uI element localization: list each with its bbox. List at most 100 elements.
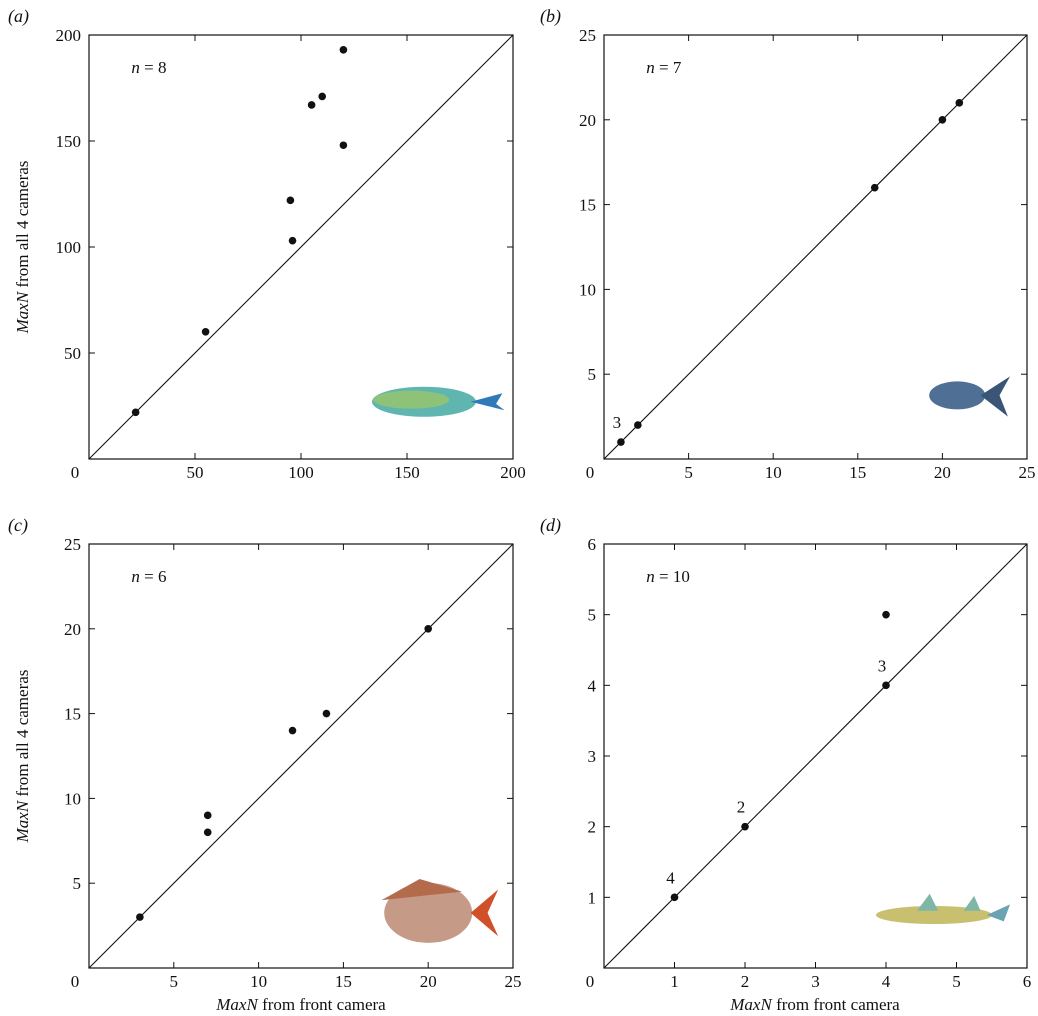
data-point — [339, 141, 348, 150]
y-tick-label: 1 — [588, 888, 597, 907]
fish-tail-0 — [470, 393, 505, 411]
x-tick-label: 2 — [741, 972, 750, 991]
fish-body-2 — [384, 882, 473, 943]
sample-size-label: n = 7 — [646, 58, 682, 77]
axis-titles: MaxN from all 4 cameras MaxN from all 4 c… — [13, 161, 900, 1014]
data-point — [307, 101, 316, 109]
x-tick-label: 1 — [670, 972, 679, 991]
x-tick-label: 10 — [765, 463, 782, 482]
y-tick-label: 5 — [588, 606, 597, 625]
x-axis-title-right: MaxN from front camera — [729, 995, 900, 1014]
y-tick-label: 100 — [56, 238, 82, 257]
y-tick-label: 15 — [64, 705, 81, 724]
fish-body-3 — [875, 906, 992, 924]
x-tick-label: 25 — [505, 972, 522, 991]
fish-fin-3 — [917, 893, 939, 911]
point-count-label: 3 — [878, 656, 887, 675]
fish-pattern-0 — [373, 390, 450, 409]
x-tick-label: 15 — [335, 972, 352, 991]
x-tick-label: 0 — [586, 463, 595, 482]
data-point — [617, 438, 625, 446]
data-point — [424, 625, 433, 633]
y-tick-label: 20 — [64, 620, 81, 639]
fish-illustration — [381, 878, 499, 943]
data-point — [882, 681, 890, 690]
data-point — [201, 328, 210, 336]
fish-illustration — [929, 376, 1011, 417]
y-axis-title-bottom: MaxN from all 4 cameras — [13, 670, 32, 844]
fish-illustration — [371, 386, 505, 417]
x-tick-label: 0 — [586, 972, 595, 991]
sample-size-label: n = 10 — [646, 567, 690, 586]
y-tick-label: 10 — [579, 280, 596, 299]
y-tick-label: 3 — [588, 747, 597, 766]
y-tick-label: 6 — [588, 535, 597, 554]
data-point — [288, 726, 297, 735]
y-tick-label: 50 — [64, 344, 81, 363]
fish-tail-2 — [470, 889, 499, 937]
data-point — [634, 421, 642, 429]
x-tick-label: 5 — [952, 972, 961, 991]
data-point — [741, 822, 749, 831]
data-point — [322, 709, 331, 718]
y-axis-title-top: MaxN from all 4 cameras — [13, 161, 32, 335]
x-tick-label: 0 — [71, 463, 80, 482]
data-point — [203, 828, 212, 837]
x-tick-label: 20 — [934, 463, 951, 482]
y-tick-label: 2 — [588, 818, 597, 837]
x-tick-label: 10 — [250, 972, 267, 991]
fish-fin2-3 — [963, 895, 981, 911]
fish-fin-2 — [381, 878, 463, 901]
data-point — [288, 236, 297, 245]
y-tick-label: 10 — [64, 789, 81, 808]
y-tick-label: 4 — [588, 676, 597, 695]
panel-d: 0 1 2 3 4 5 6 1 2 3 4 5 6 4 2 3 n = 10 (d) — [540, 515, 1031, 991]
panel-b: 0 5 10 15 20 25 5 10 15 20 25 3 n = 7 (b) — [540, 6, 1036, 482]
y-tick-label: 200 — [56, 26, 82, 45]
panel-label: (d) — [540, 515, 561, 536]
point-count-label: 3 — [613, 413, 622, 432]
x-axis-title-left: MaxN from front camera — [215, 995, 386, 1014]
y-tick-label: 5 — [588, 365, 597, 384]
data-point — [131, 408, 140, 417]
identity-line — [603, 34, 1028, 460]
data-point — [938, 116, 947, 124]
x-tick-label: 50 — [187, 463, 204, 482]
plot-frame — [603, 34, 1028, 460]
y-tick-label: 20 — [579, 111, 596, 130]
identity-line — [603, 543, 1028, 969]
panel-label: (b) — [540, 6, 561, 27]
data-point — [882, 610, 890, 619]
x-tick-label: 5 — [684, 463, 693, 482]
plot-frame — [88, 543, 514, 969]
x-tick-label: 3 — [811, 972, 820, 991]
y-tick-label: 25 — [579, 26, 596, 45]
x-tick-label: 15 — [849, 463, 866, 482]
x-tick-label: 4 — [882, 972, 891, 991]
data-point — [670, 893, 679, 902]
point-count-label: 2 — [737, 798, 746, 817]
data-point — [955, 99, 964, 107]
x-tick-label: 25 — [1019, 463, 1036, 482]
y-tick-label: 25 — [64, 535, 81, 554]
y-tick-label: 5 — [73, 874, 82, 893]
x-tick-label: 5 — [170, 972, 179, 991]
fish-body-1 — [929, 381, 986, 410]
fish-tail-3 — [986, 904, 1011, 922]
panel-a: 0 50 100 150 200 50 100 150 200 n = 8 (a) — [8, 6, 526, 482]
identity-line — [88, 543, 514, 969]
data-point — [203, 811, 212, 820]
x-tick-label: 150 — [394, 463, 420, 482]
x-tick-label: 200 — [500, 463, 526, 482]
fish-illustration — [875, 893, 1011, 924]
x-tick-label: 0 — [71, 972, 80, 991]
data-point — [339, 46, 348, 54]
x-tick-label: 100 — [288, 463, 314, 482]
data-point — [136, 913, 144, 921]
x-tick-label: 6 — [1023, 972, 1032, 991]
sample-size-label: n = 6 — [131, 567, 166, 586]
panel-label: (c) — [8, 515, 28, 536]
x-tick-label: 20 — [420, 972, 437, 991]
point-count-label: 4 — [666, 868, 675, 887]
